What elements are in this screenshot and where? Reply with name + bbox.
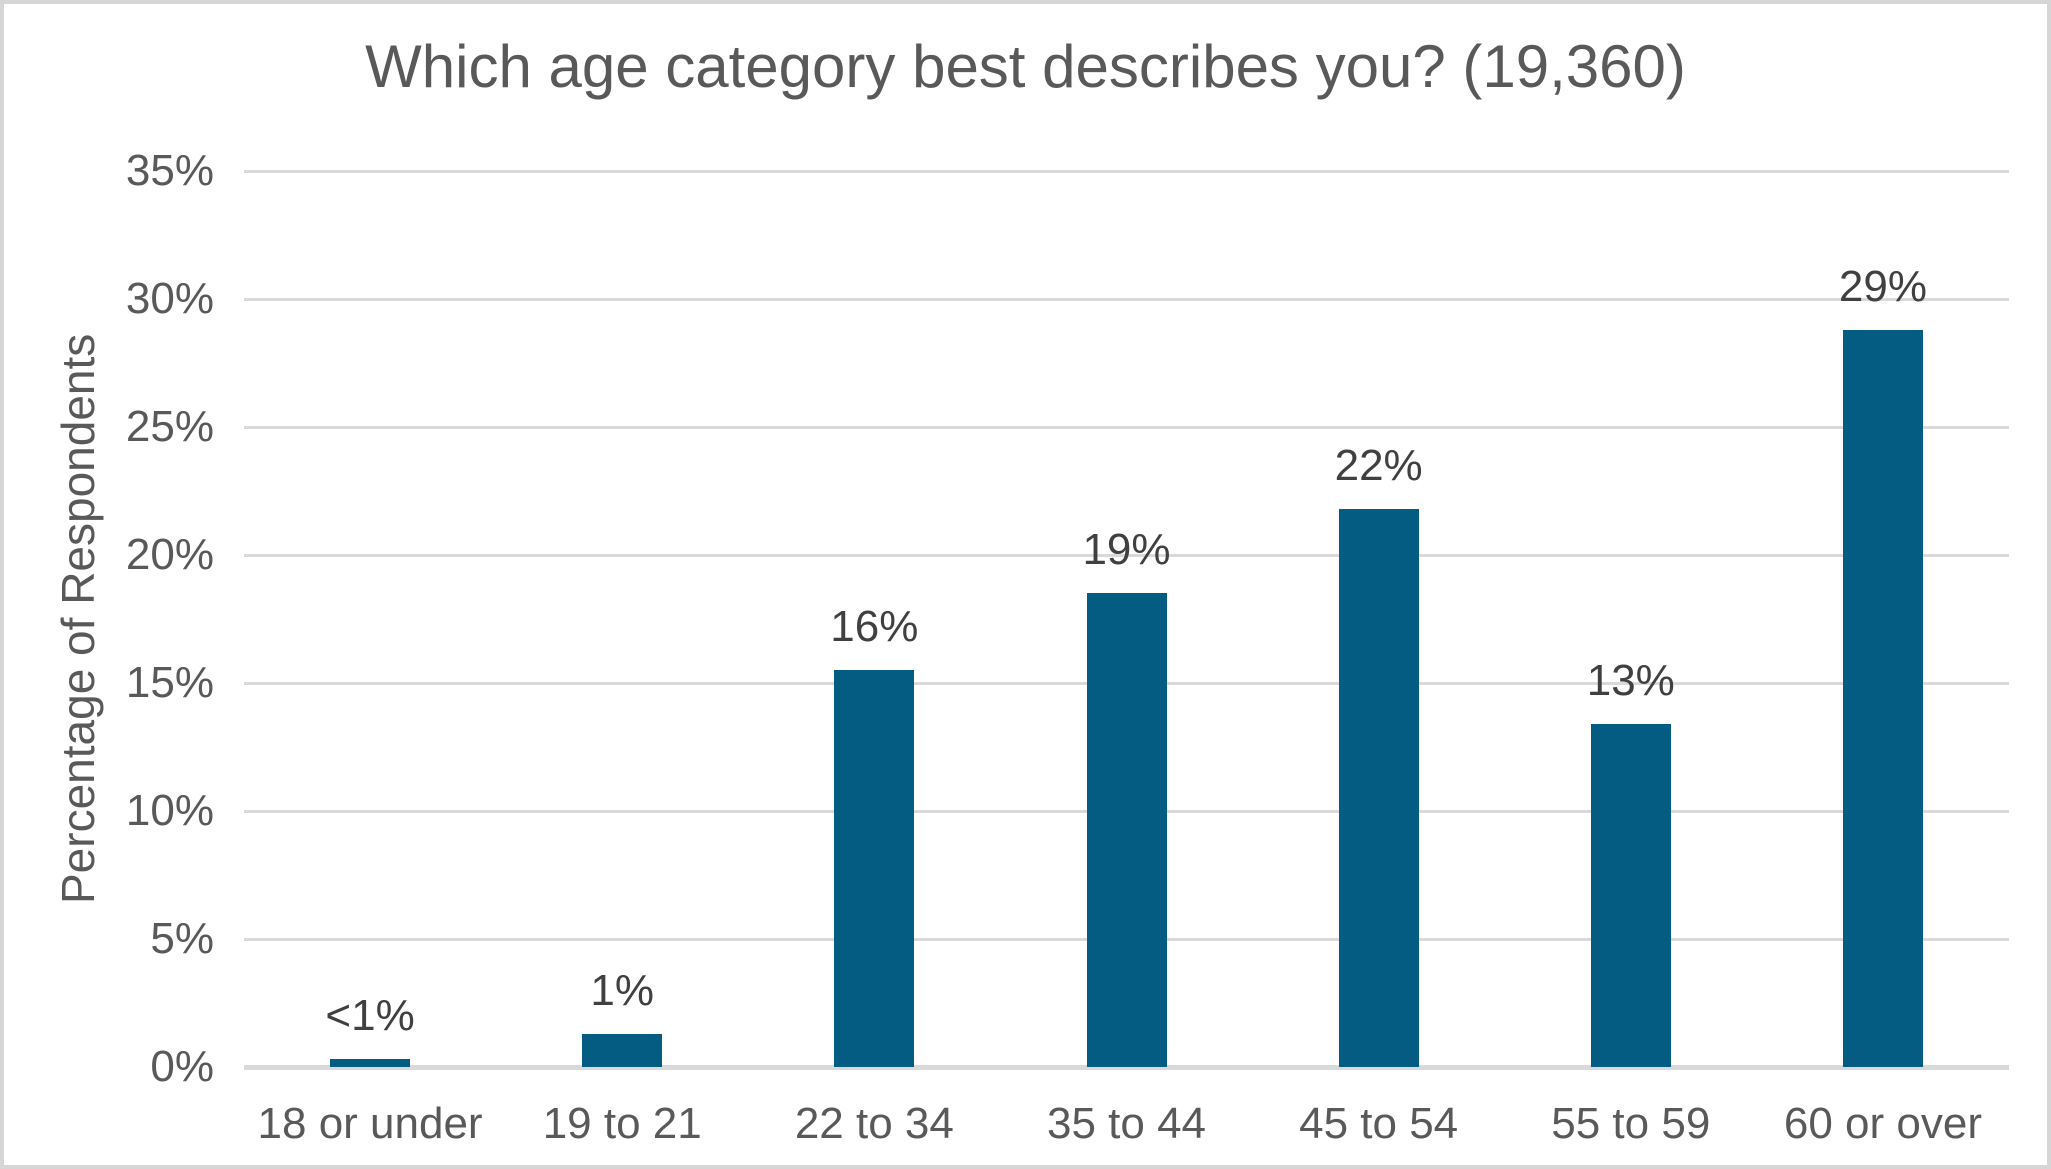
gridline [244, 297, 2009, 301]
bar: 13% [1587, 656, 1675, 1067]
x-tick-label: 35 to 44 [1046, 1099, 1207, 1148]
x-tick-label: 22 to 34 [794, 1099, 954, 1148]
bar: 19% [1082, 525, 1171, 1067]
y-tick-label: 15% [125, 658, 214, 707]
bar: 16% [830, 602, 918, 1067]
bar-value-label: 19% [1082, 525, 1171, 575]
plot-area: <1% 1% 16% 19% 22% 13% 29% [244, 170, 2009, 1070]
x-axis: 18 or under 19 to 21 22 to 34 35 to 44 45 to… [244, 1067, 2009, 1157]
bar-value-label: 29% [1838, 261, 1927, 311]
gridline [244, 425, 2009, 429]
y-axis: 0% 5% 10% 15% 20% 25% 30% 35% [4, 146, 214, 1091]
chart-title: Which age category best describes you? (… [365, 33, 1686, 100]
x-tick-label: 55 to 59 [1551, 1099, 1711, 1148]
gridline [244, 554, 2009, 557]
bar-value-label: 1% [590, 965, 654, 1015]
bar-value-label: 16% [830, 602, 919, 652]
x-tick-label: 45 to 54 [1299, 1099, 1459, 1148]
y-tick-label: 25% [125, 402, 214, 451]
gridline [244, 1065, 2009, 1070]
x-tick-label: 18 or under [257, 1099, 483, 1148]
bar-value-label: 22% [1334, 440, 1423, 490]
bar: 1% [582, 966, 663, 1067]
bar: <1% [325, 991, 415, 1067]
x-tick-label: 19 to 21 [542, 1099, 702, 1148]
y-tick-label: 35% [125, 146, 214, 195]
y-tick-label: 0% [150, 1042, 214, 1091]
bar-value-label: 13% [1586, 655, 1675, 705]
gridline [244, 170, 2009, 173]
x-tick-label: 60 or over [1783, 1099, 1982, 1148]
bar: 22% [1335, 441, 1423, 1067]
y-tick-label: 20% [125, 530, 214, 579]
bar: 29% [1839, 262, 1927, 1067]
y-tick-label: 5% [150, 914, 214, 963]
bar-value-label: <1% [325, 991, 415, 1041]
y-tick-label: 10% [125, 786, 214, 835]
y-tick-label: 30% [125, 274, 214, 323]
